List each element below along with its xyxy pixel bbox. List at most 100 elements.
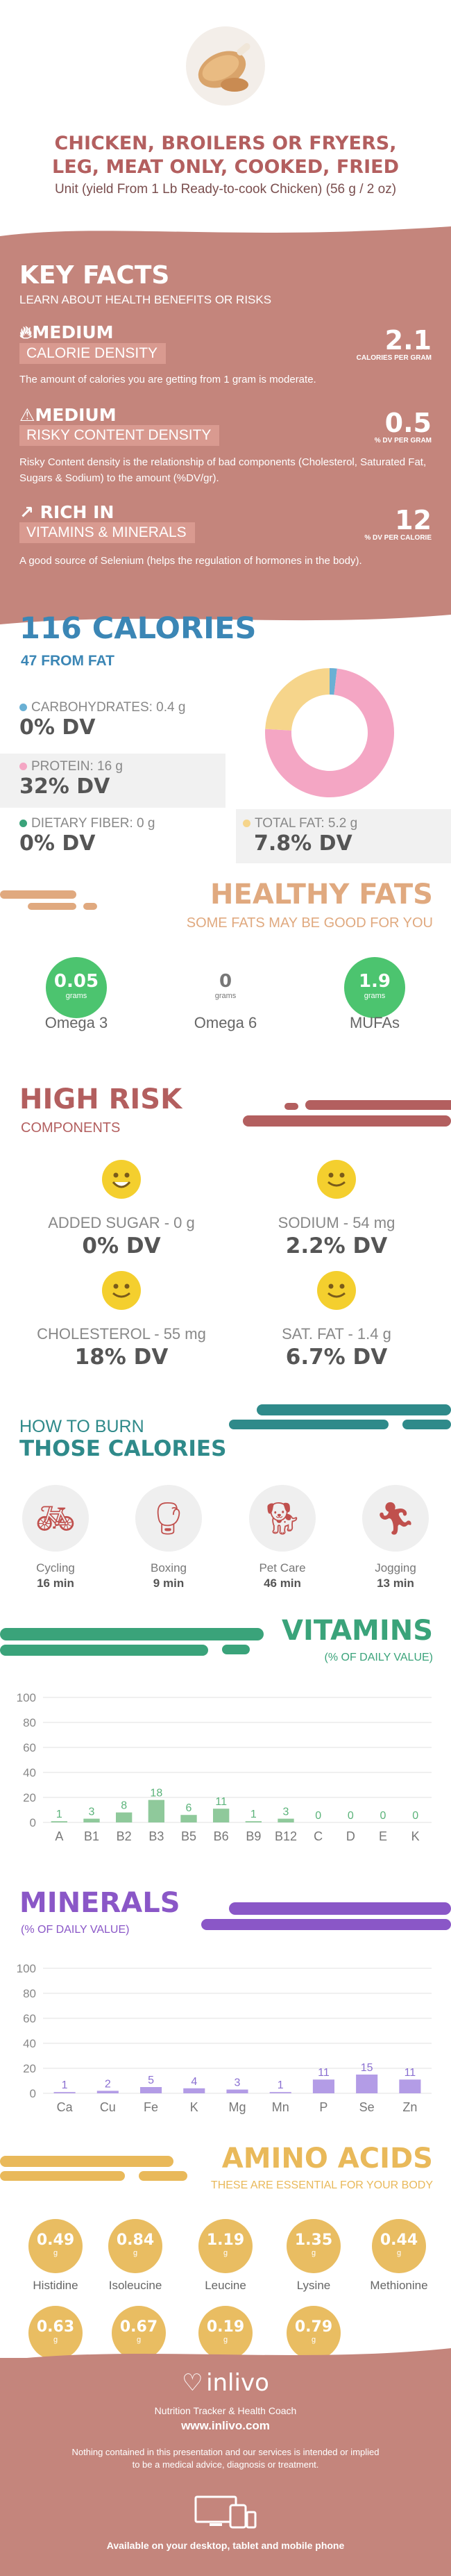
amino-unit: g [311, 2336, 316, 2344]
macronutrient-donut-chart [265, 668, 394, 797]
dog-walking-icon: 🐕︎ [249, 1485, 316, 1552]
footer: ♡ inlivo Nutrition Tracker & Health Coac… [0, 2358, 451, 2576]
fact-description: A good source of Selenium (helps the reg… [19, 555, 362, 567]
amino-value: 1.35 [294, 2232, 333, 2249]
devices-icon [194, 2495, 257, 2529]
smiling-face-icon [317, 1271, 356, 1310]
mineral-category-label: Mn [272, 2100, 289, 2114]
protein-band [0, 754, 226, 808]
risk-label: CHOLESTEROL - 55 mg [37, 1325, 206, 1343]
y-tick-label: 40 [23, 2037, 36, 2050]
minerals-subtitle: (% OF DAILY VALUE) [21, 1924, 130, 1936]
decor-bars [0, 890, 97, 910]
protein-dv: 32% DV [19, 774, 110, 799]
amino-value: 0.19 [206, 2318, 245, 2336]
website-link[interactable]: www.inlivo.com [181, 2419, 270, 2432]
carbs-label: CARBOHYDRATES: 0.4 g [31, 700, 186, 715]
amino-circle: 0.49 g [28, 2219, 83, 2273]
key-facts-subtitle: LEARN ABOUT HEALTH BENEFITS OR RISKS [19, 293, 272, 306]
amino-acids-subtitle: THESE ARE ESSENTIAL FOR YOUR BODY [210, 2179, 433, 2191]
smiling-face-icon [317, 1160, 356, 1199]
y-tick-label: 20 [23, 1791, 36, 1804]
y-tick-label: 100 [17, 1962, 36, 1975]
vitamin-category-label: B2 [117, 1829, 132, 1843]
vitamin-category-label: D [346, 1829, 355, 1843]
mineral-value-label: 4 [191, 2076, 197, 2088]
y-tick-label: 40 [23, 1766, 36, 1779]
mineral-bar [356, 2075, 378, 2093]
vitamin-value-label: 18 [150, 1788, 162, 1800]
healthy-fats-subtitle: SOME FATS MAY BE GOOD FOR YOU [186, 915, 433, 931]
amino-unit: g [136, 2336, 142, 2344]
vitamin-bar [83, 1818, 100, 1822]
activity-time: 16 min [37, 1577, 74, 1590]
mineral-bar [183, 2088, 205, 2093]
vitamin-bar [213, 1809, 230, 1822]
minerals-bar-chart: 0 20 40 60 80 100 1 Ca 2 Cu 5 Fe 4 K 3 Mg 1 Mn 11 P 15 Se 11 Zn [17, 1962, 432, 2114]
flame-icon: 🔥︎ [19, 322, 33, 342]
amino-value: 0.63 [36, 2318, 75, 2336]
amino-name: Histidine [33, 2279, 78, 2292]
fat-dot [243, 820, 250, 827]
heart-logo-icon: ♡ [182, 2370, 203, 2396]
y-tick-label: 0 [30, 1816, 36, 1829]
mineral-value-label: 3 [235, 2077, 241, 2089]
fat-unit: grams [214, 992, 237, 1000]
protein-label: PROTEIN: 16 g [31, 759, 123, 774]
fiber-stat: DIETARY FIBER: 0 g 0% DV [19, 816, 155, 856]
vitamin-value-label: 0 [380, 1810, 386, 1822]
risk-label: ADDED SUGAR - 0 g [48, 1214, 195, 1231]
risk-dv: 2.2% DV [285, 1233, 388, 1258]
amino-value: 0.67 [119, 2318, 158, 2336]
amino-unit: g [223, 2249, 228, 2257]
fat-unit: grams [364, 992, 386, 1000]
donut-slice-carbs [329, 668, 337, 695]
fact-value: 12 [395, 505, 432, 535]
disclaimer-line-1: Nothing contained in this presentation a… [71, 2447, 380, 2457]
fiber-dot [19, 820, 27, 827]
mineral-category-label: K [190, 2100, 198, 2114]
vitamin-value-label: 0 [348, 1810, 354, 1822]
mineral-value-label: 2 [105, 2078, 111, 2090]
amino-name: Lysine [296, 2279, 331, 2292]
donut-slice-fat [265, 668, 330, 731]
carbs-stat: CARBOHYDRATES: 0.4 g 0% DV [19, 700, 185, 740]
vitamin-category-label: C [314, 1829, 323, 1843]
donut-slice-protein [265, 668, 394, 797]
warning-icon: ⚠︎ [19, 405, 35, 425]
amino-unit: g [133, 2249, 138, 2257]
y-tick-label: 60 [23, 2012, 36, 2025]
amino-circle: 1.19 g [198, 2219, 253, 2273]
decor-bars [0, 1628, 264, 1656]
fact-description: The amount of calories you are getting f… [19, 374, 316, 385]
healthy-fats-title: HEALTHY FATS [210, 879, 433, 911]
chicken-leg-photo [186, 26, 265, 106]
activity-name: Jogging [375, 1561, 416, 1574]
amino-unit: g [53, 2336, 58, 2344]
vitamin-value-label: 3 [89, 1806, 95, 1818]
vitamin-category-label: B5 [181, 1829, 196, 1843]
fact-value: 2.1 [384, 325, 432, 356]
fact-heading: VITAMINS & MINERALS [19, 522, 195, 543]
fact-unit: CALORIES PER GRAM [356, 354, 432, 362]
burn-title-line-1: HOW TO BURN [19, 1417, 144, 1436]
fact-description: Risky Content density is the relationshi… [19, 456, 427, 484]
amino-circle: 0.84 g [108, 2219, 162, 2273]
vitamin-value-label: 8 [121, 1800, 127, 1812]
fat-dv: 7.8% DV [254, 831, 352, 856]
vitamin-category-label: B12 [275, 1829, 297, 1843]
food-title-line-1: CHICKEN, BROILERS OR FRYERS, [54, 133, 397, 154]
amino-circle: 0.67 g [112, 2306, 166, 2360]
amino-name: Methionine [370, 2279, 428, 2292]
amino-circle: 1.35 g [287, 2219, 341, 2273]
mineral-category-label: Zn [402, 2100, 417, 2114]
amino-value: 0.84 [116, 2232, 155, 2249]
vitamin-category-label: B9 [246, 1829, 261, 1843]
vitamin-category-label: B1 [84, 1829, 99, 1843]
amino-value: 0.79 [294, 2318, 333, 2336]
vitamin-value-label: 6 [186, 1802, 192, 1814]
activity-time: 46 min [264, 1577, 301, 1590]
fact-calorie-density: 🔥︎MEDIUM CALORIE DENSITY [19, 322, 167, 364]
vitamin-bar [148, 1800, 164, 1822]
jogging-icon: 🏃︎ [362, 1485, 429, 1552]
